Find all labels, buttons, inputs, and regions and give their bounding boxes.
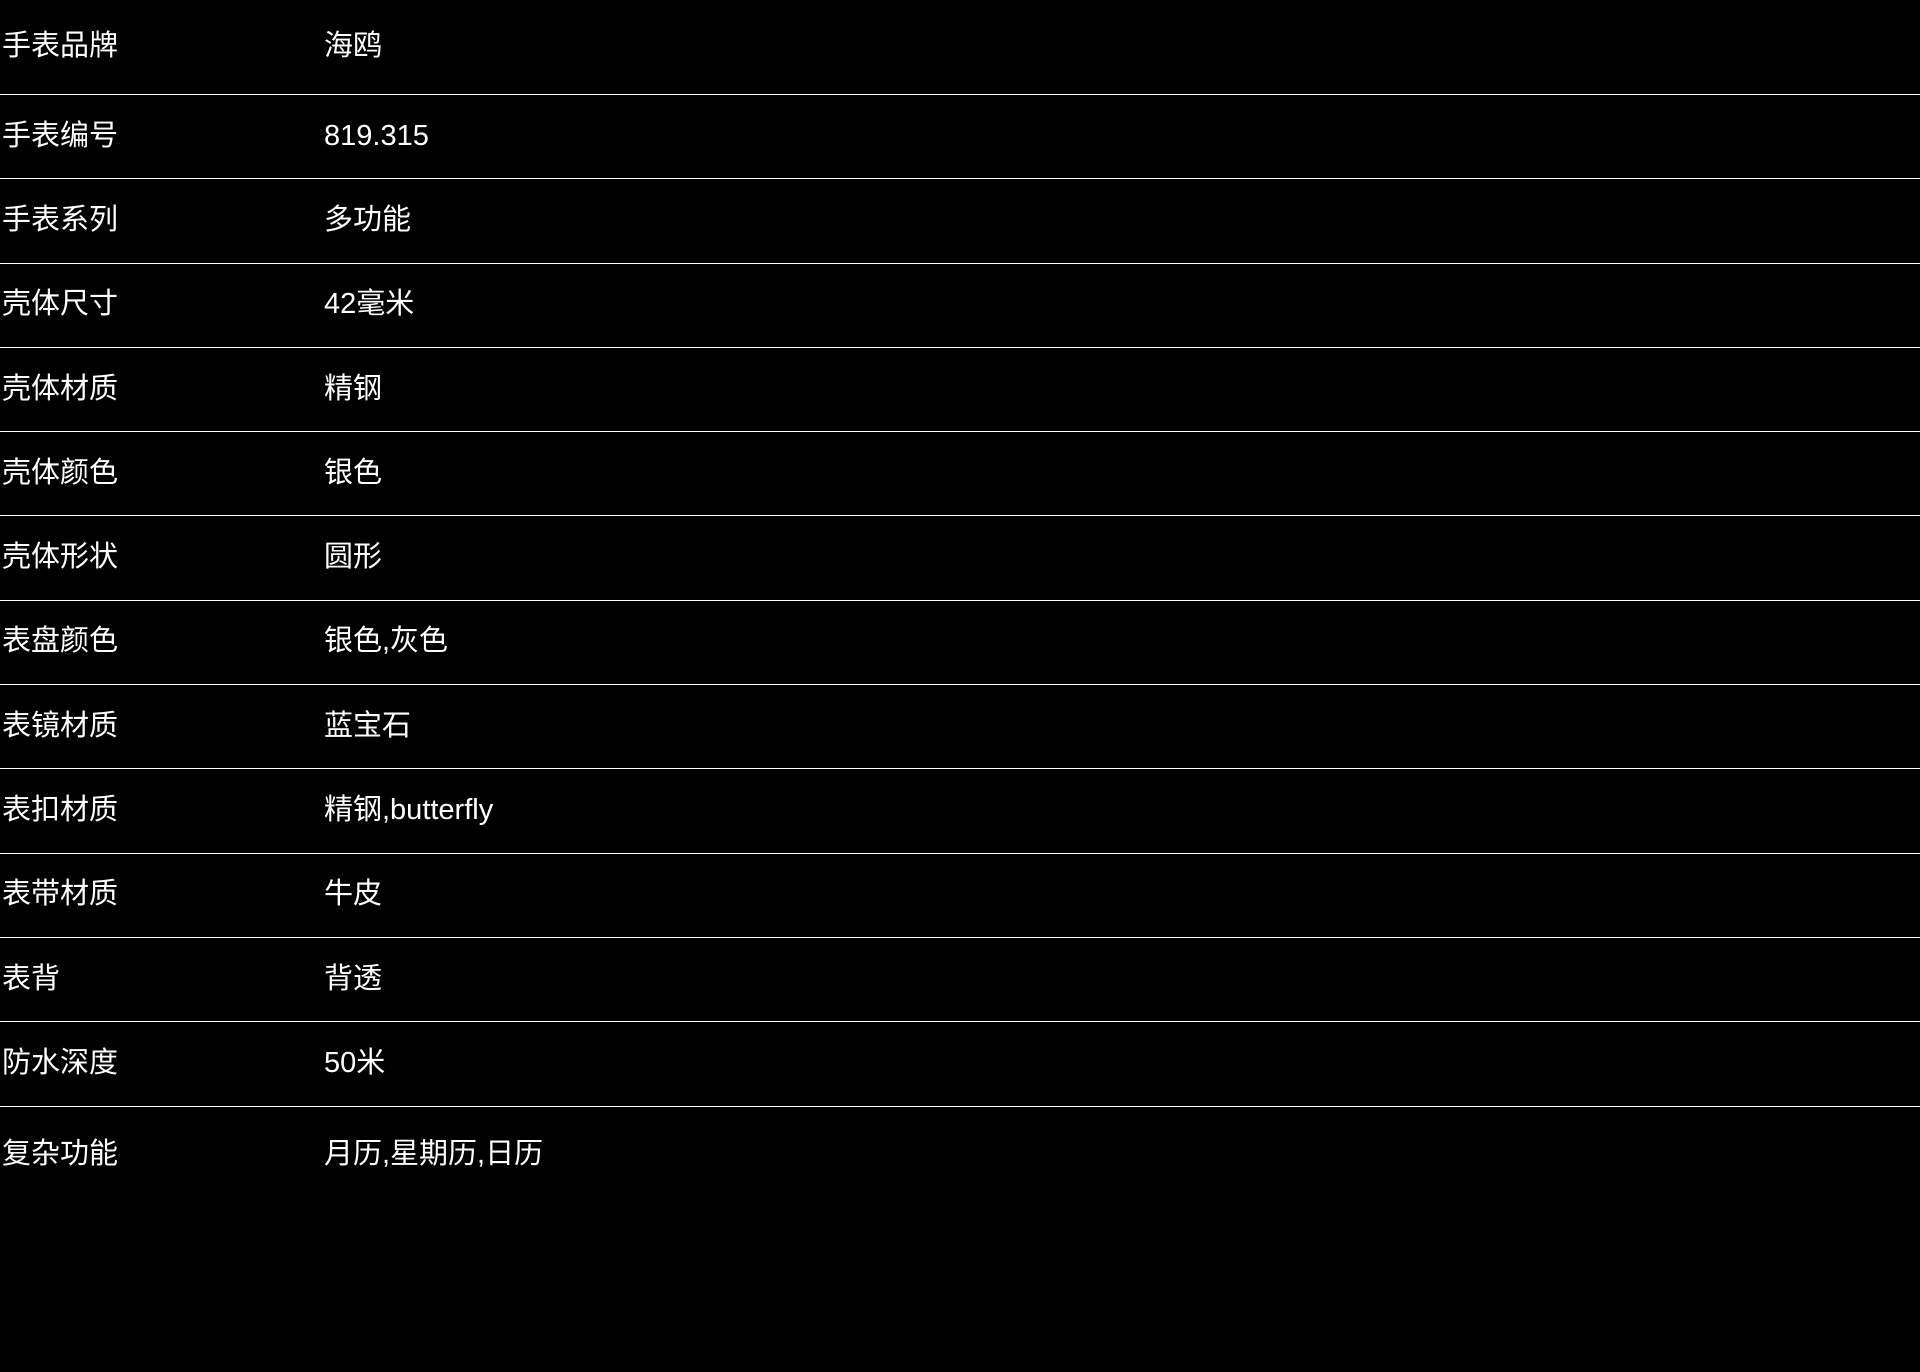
spec-label: 防水深度 bbox=[2, 1046, 119, 1079]
table-row: 表背 背透 bbox=[0, 937, 1920, 1023]
spec-value: 背透 bbox=[324, 962, 383, 995]
spec-value: 银色,灰色 bbox=[324, 625, 449, 658]
spec-label: 表背 bbox=[2, 962, 61, 995]
spec-label: 壳体材质 bbox=[2, 372, 119, 405]
table-row: 表带材质 牛皮 bbox=[0, 853, 1920, 938]
spec-label: 复杂功能 bbox=[2, 1138, 119, 1171]
spec-value: 蓝宝石 bbox=[324, 709, 412, 742]
table-row: 壳体材质 精钢 bbox=[0, 347, 1920, 433]
table-row: 手表品牌 海鸥 bbox=[0, 0, 1920, 95]
spec-label: 表扣材质 bbox=[2, 794, 119, 827]
spec-label: 壳体颜色 bbox=[2, 456, 119, 489]
table-row: 复杂功能 月历,星期历,日历 bbox=[0, 1106, 1920, 1204]
spec-label: 手表品牌 bbox=[2, 30, 119, 63]
spec-value: 多功能 bbox=[324, 204, 412, 236]
spec-label: 壳体尺寸 bbox=[2, 288, 119, 321]
spec-value: 海鸥 bbox=[324, 30, 383, 63]
table-row: 手表编号 819.315 bbox=[0, 95, 1920, 180]
spec-value: 银色 bbox=[324, 456, 383, 489]
spec-value: 精钢 bbox=[324, 372, 383, 405]
table-row: 壳体颜色 银色 bbox=[0, 432, 1920, 517]
spec-label: 表带材质 bbox=[2, 878, 119, 911]
spec-value: 42毫米 bbox=[324, 288, 415, 321]
spec-label: 壳体形状 bbox=[2, 541, 119, 574]
spec-value: 牛皮 bbox=[324, 878, 383, 911]
spec-label: 表镜材质 bbox=[2, 709, 119, 742]
table-row: 表镜材质 蓝宝石 bbox=[0, 685, 1920, 770]
spec-label: 表盘颜色 bbox=[2, 625, 119, 658]
table-row: 壳体形状 圆形 bbox=[0, 516, 1920, 601]
spec-label: 手表编号 bbox=[2, 119, 119, 152]
spec-value: 精钢,butterfly bbox=[324, 794, 494, 827]
spec-label: 手表系列 bbox=[2, 204, 119, 236]
spec-value: 819.315 bbox=[324, 119, 429, 152]
table-row: 手表系列 多功能 bbox=[0, 179, 1920, 264]
spec-value: 圆形 bbox=[324, 541, 383, 574]
spec-value: 月历,星期历,日历 bbox=[324, 1138, 544, 1171]
spec-value: 50米 bbox=[324, 1046, 386, 1079]
table-row: 表扣材质 精钢,butterfly bbox=[0, 769, 1920, 854]
table-row: 防水深度 50米 bbox=[0, 1022, 1920, 1107]
table-row: 壳体尺寸 42毫米 bbox=[0, 263, 1920, 348]
table-row: 表盘颜色 银色,灰色 bbox=[0, 600, 1920, 686]
